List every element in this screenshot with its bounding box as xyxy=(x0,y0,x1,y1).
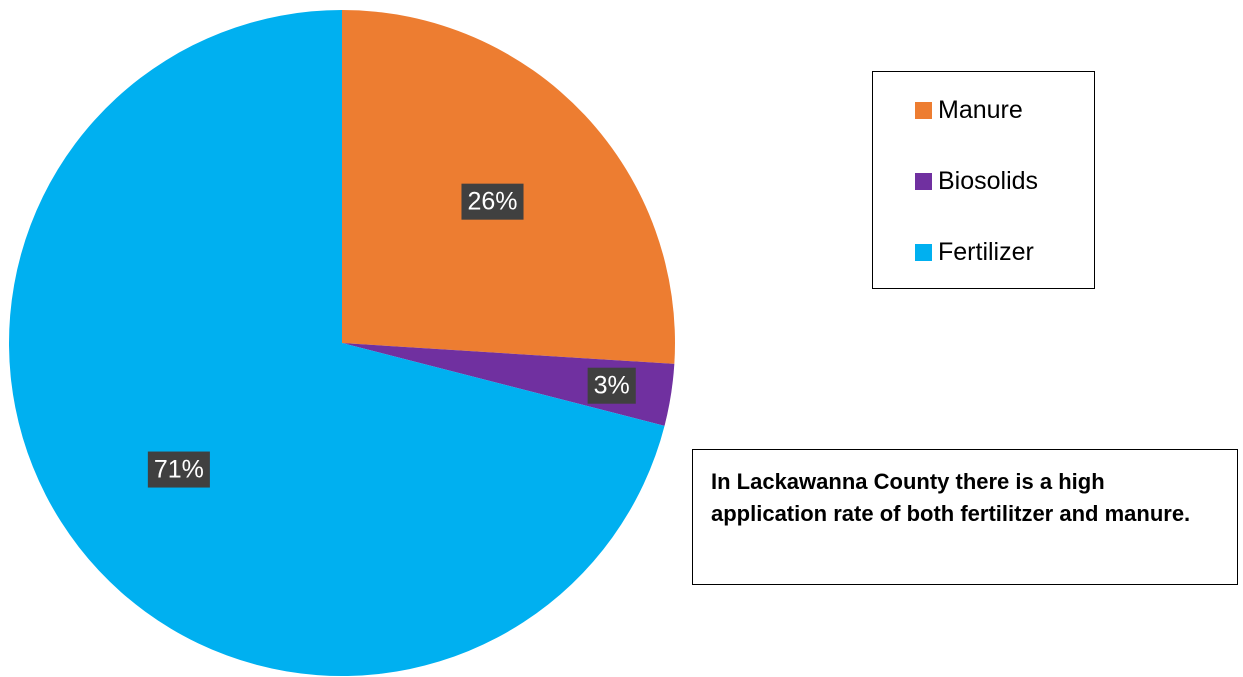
pie-slice-biosolids xyxy=(342,343,675,426)
legend-label-manure: Manure xyxy=(938,96,1023,124)
data-label-fertilizer: 71% xyxy=(147,451,210,488)
pie-slices xyxy=(9,10,675,676)
legend-swatch-biosolids xyxy=(915,173,932,190)
data-label-bg-biosolids xyxy=(587,367,636,404)
legend-label-fertilizer: Fertilizer xyxy=(938,238,1034,266)
data-label-text-biosolids: 3% xyxy=(594,372,630,400)
data-label-biosolids: 3% xyxy=(587,367,636,404)
pie-chart: 26% 3% 71% xyxy=(9,10,675,676)
data-label-text-manure: 26% xyxy=(467,188,517,216)
legend-label-biosolids: Biosolids xyxy=(938,167,1039,195)
data-label-text-fertilizer: 71% xyxy=(154,456,204,484)
legend-item-biosolids: Biosolids xyxy=(873,163,1094,200)
data-label-bg-manure xyxy=(461,183,524,220)
legend-swatch-fertilizer xyxy=(915,244,932,261)
legend-item-manure: Manure xyxy=(873,92,1094,129)
data-label-bg-fertilizer xyxy=(147,451,210,488)
legend-swatch-manure xyxy=(915,102,932,119)
legend-item-fertilizer: Fertilizer xyxy=(873,234,1094,271)
annotation-text: In Lackawanna County there is a high app… xyxy=(711,469,1191,526)
pie-slice-fertilizer xyxy=(9,10,665,676)
annotation-box: In Lackawanna County there is a high app… xyxy=(692,449,1238,585)
chart-legend: Manure Biosolids Fertilizer xyxy=(872,71,1095,289)
data-label-manure: 26% xyxy=(461,183,524,220)
pie-data-labels: 26% 3% 71% xyxy=(147,183,636,488)
